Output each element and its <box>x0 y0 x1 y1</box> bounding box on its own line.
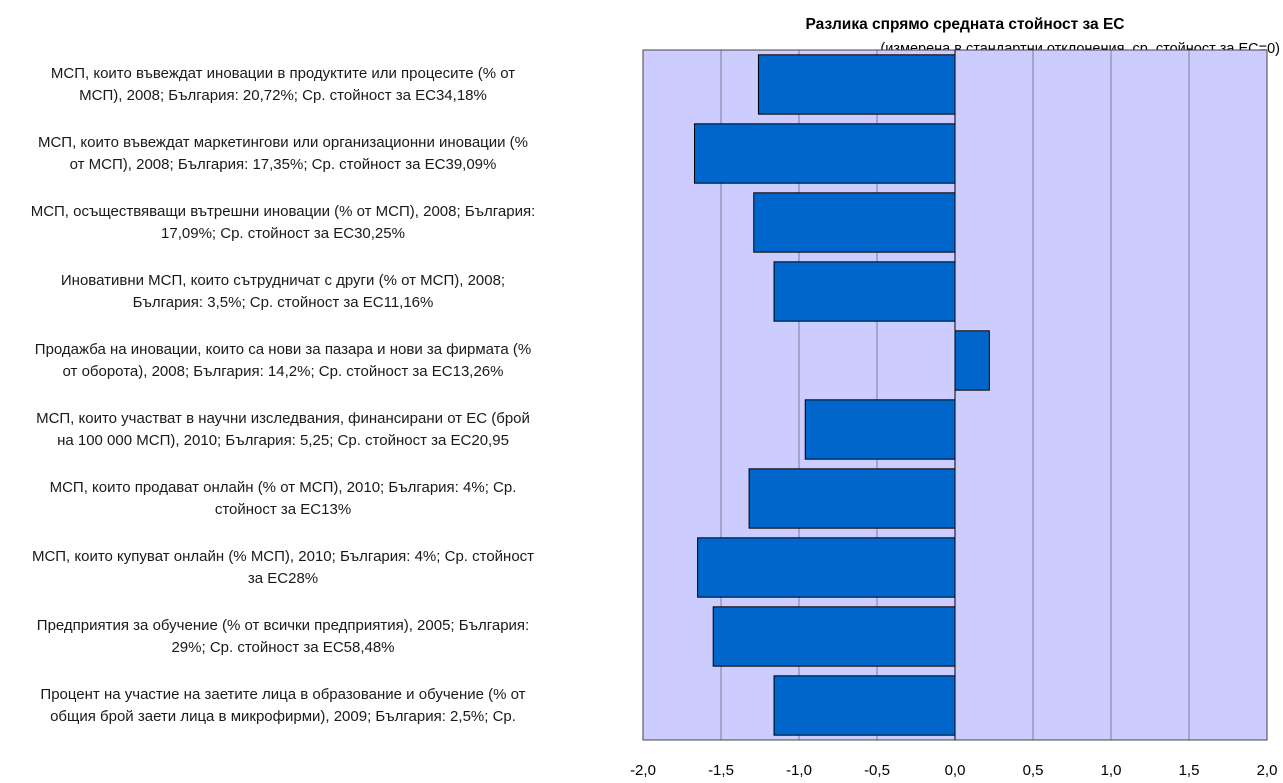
bar <box>693 123 956 184</box>
bar <box>773 675 956 736</box>
bar <box>954 330 990 391</box>
chart-title: Разлика спрямо средната стойност за ЕС <box>805 16 1125 33</box>
category-label: МСП, които въвеждат иновации в продуктит… <box>50 64 516 104</box>
category-label: Иновативни МСП, които сътрудничат с друг… <box>60 271 506 311</box>
bar <box>748 468 956 529</box>
bar <box>753 192 956 253</box>
bar <box>757 54 956 115</box>
category-label: МСП, които купуват онлайн (% МСП), 2010;… <box>31 547 535 587</box>
x-tick-label: -1,0 <box>786 762 812 779</box>
bar <box>804 399 956 460</box>
bar <box>697 537 956 598</box>
category-label: МСП, които продават онлайн (% от МСП), 2… <box>49 478 517 518</box>
x-tick-label: 0,5 <box>1023 762 1044 779</box>
x-tick-label: 0,0 <box>945 762 966 779</box>
x-tick-label: 1,5 <box>1179 762 1200 779</box>
x-tick-label: -2,0 <box>630 762 656 779</box>
bar <box>712 606 956 667</box>
category-label: Процент на участие на заетите лица в обр… <box>40 685 526 725</box>
bar <box>773 261 956 322</box>
category-label: Продажба на иновации, които са нови за п… <box>34 340 532 380</box>
x-tick-label: -0,5 <box>864 762 890 779</box>
category-label: Предприятия за обучение (% от всички пре… <box>36 616 530 656</box>
category-label: МСП, които участват в научни изследвания… <box>36 409 530 449</box>
category-label: МСП, осъществяващи вътрешни иновации (% … <box>30 202 536 242</box>
x-tick-label: -1,5 <box>708 762 734 779</box>
x-tick-label: 2,0 <box>1257 762 1278 779</box>
category-label: МСП, които въвеждат маркетингови или орг… <box>37 133 529 173</box>
x-tick-label: 1,0 <box>1101 762 1122 779</box>
